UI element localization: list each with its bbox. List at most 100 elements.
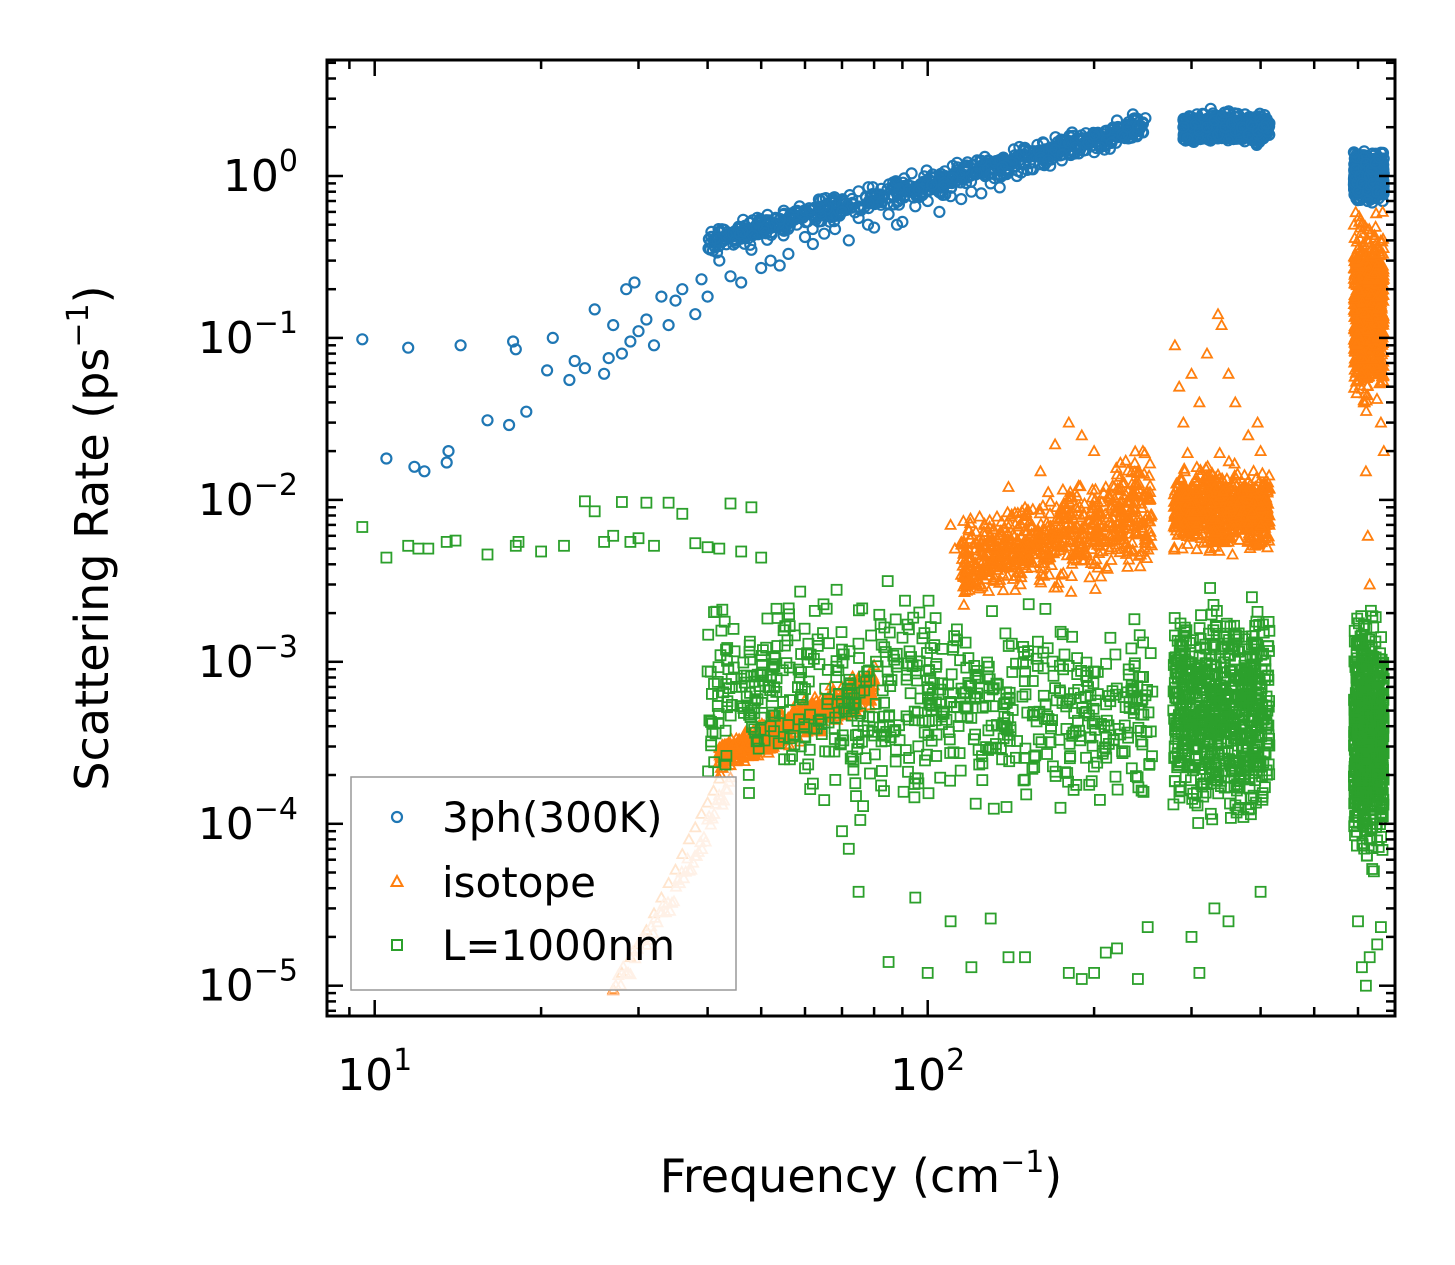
point-3ph300k xyxy=(782,247,795,260)
point-isotope xyxy=(1090,525,1104,538)
point-isotope xyxy=(975,544,989,557)
point-isotope xyxy=(1021,552,1035,565)
point-3ph300k xyxy=(909,200,922,213)
point-3ph300k xyxy=(1034,151,1047,164)
point-isotope xyxy=(1013,577,1028,590)
point-isotope xyxy=(1057,510,1071,523)
point-3ph300k xyxy=(905,167,918,180)
point-3ph300k xyxy=(1126,108,1140,121)
point-3ph300k xyxy=(937,180,950,193)
point-isotope xyxy=(1066,504,1080,517)
point-isotope xyxy=(1144,529,1158,541)
point-3ph300k xyxy=(852,211,865,225)
point-isotope xyxy=(1064,584,1078,597)
point-isotope xyxy=(1006,572,1020,584)
point-isotope xyxy=(1370,392,1384,404)
point-isotope xyxy=(1117,509,1131,521)
point-isotope xyxy=(1043,494,1057,507)
point-3ph300k xyxy=(944,190,957,203)
point-3ph300k xyxy=(812,200,826,213)
point-3ph300k xyxy=(1099,124,1112,137)
point-isotope xyxy=(993,573,1007,585)
point-isotope xyxy=(1167,540,1181,553)
point-3ph300k xyxy=(745,243,758,256)
point-isotope xyxy=(1128,444,1142,457)
point-3ph300k xyxy=(737,213,750,226)
point-isotope xyxy=(1054,567,1068,580)
point-isotope xyxy=(1109,542,1123,555)
point-3ph300k xyxy=(1232,114,1245,127)
point-isotope xyxy=(967,536,981,549)
point-isotope xyxy=(1084,556,1098,568)
point-isotope xyxy=(1092,535,1106,547)
point-3ph300k xyxy=(380,452,393,465)
point-3ph300k xyxy=(442,445,455,458)
point-isotope xyxy=(1034,575,1048,588)
point-isotope xyxy=(1067,520,1081,533)
point-3ph300k xyxy=(875,195,889,209)
point-3ph300k xyxy=(568,354,581,368)
point-3ph300k xyxy=(1010,169,1024,183)
point-3ph300k xyxy=(1365,163,1378,176)
point-3ph300k xyxy=(454,339,467,352)
point-3ph300k xyxy=(828,223,842,236)
point-3ph300k xyxy=(896,215,909,228)
point-isotope xyxy=(1073,499,1087,512)
point-3ph300k xyxy=(1248,111,1261,124)
point-3ph300k xyxy=(1376,147,1389,160)
point-isotope xyxy=(1120,515,1135,527)
point-3ph300k xyxy=(695,273,708,286)
point-3ph300k xyxy=(1218,121,1232,134)
point-3ph300k xyxy=(1177,121,1190,134)
point-isotope xyxy=(1128,455,1142,468)
point-3ph300k xyxy=(1357,151,1371,164)
point-3ph300k xyxy=(733,228,747,241)
point-isotope xyxy=(1077,496,1092,509)
point-isotope xyxy=(1045,558,1059,570)
point-isotope xyxy=(962,523,976,536)
point-isotope xyxy=(1232,533,1246,545)
point-3ph300k xyxy=(878,189,891,202)
point-isotope xyxy=(1075,553,1089,566)
point-isotope xyxy=(1104,553,1118,565)
point-isotope xyxy=(1121,560,1135,572)
point-3ph300k xyxy=(746,229,759,242)
point-isotope xyxy=(1052,526,1066,539)
point-isotope xyxy=(1133,559,1147,572)
point-3ph300k xyxy=(975,187,988,200)
point-3ph300k xyxy=(970,154,984,167)
point-isotope xyxy=(966,556,980,569)
point-isotope xyxy=(974,568,988,580)
point-3ph300k xyxy=(597,367,611,380)
point-isotope xyxy=(1107,479,1121,492)
point-3ph300k xyxy=(735,276,748,289)
point-isotope xyxy=(973,509,987,522)
point-3ph300k xyxy=(713,254,726,267)
point-3ph300k xyxy=(710,246,724,259)
point-3ph300k xyxy=(1376,188,1390,201)
point-3ph300k xyxy=(754,212,767,226)
point-isotope xyxy=(1088,582,1102,594)
point-isotope xyxy=(1122,552,1136,565)
point-isotope xyxy=(1076,507,1090,520)
point-isotope xyxy=(977,525,991,537)
point-isotope xyxy=(1100,560,1114,572)
point-3ph300k xyxy=(632,325,645,338)
point-3ph300k xyxy=(801,215,814,228)
point-isotope xyxy=(1015,553,1029,566)
point-3ph300k xyxy=(628,276,641,289)
point-isotope xyxy=(1037,568,1051,581)
point-3ph300k xyxy=(701,290,714,303)
point-isotope xyxy=(838,708,852,721)
point-3ph300k xyxy=(790,218,803,231)
point-3ph300k xyxy=(1347,146,1361,159)
point-isotope xyxy=(1069,545,1083,557)
point-isotope xyxy=(1085,501,1100,514)
point-3ph300k xyxy=(1229,124,1242,137)
point-isotope xyxy=(731,753,745,765)
point-3ph300k xyxy=(1371,185,1384,198)
point-isotope xyxy=(1010,548,1024,561)
point-isotope xyxy=(719,738,734,750)
point-isotope xyxy=(1247,464,1261,476)
point-3ph300k xyxy=(918,170,931,183)
